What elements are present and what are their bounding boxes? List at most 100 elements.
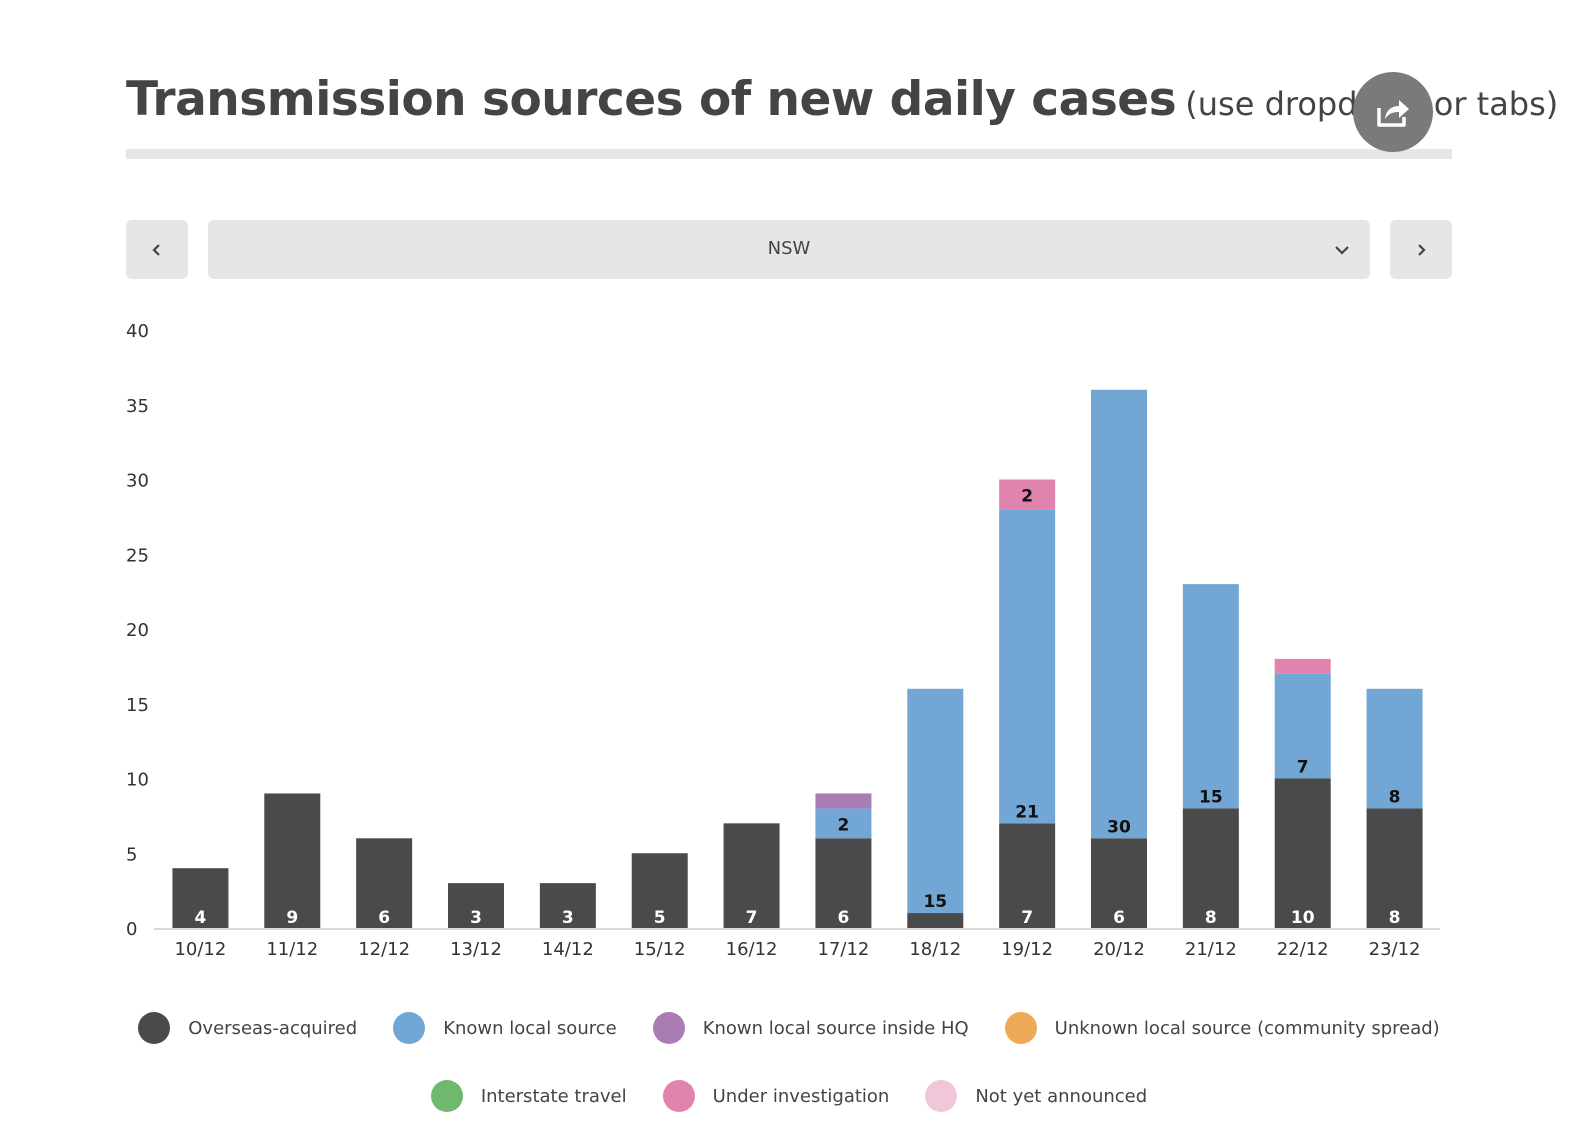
- data-label: 8: [1389, 908, 1401, 928]
- y-tick-label: 30: [126, 471, 149, 492]
- legend-item[interactable]: Known local source inside HQ: [652, 1012, 969, 1044]
- legend-item[interactable]: Under investigation: [662, 1080, 890, 1112]
- legend-item[interactable]: Overseas-acquired: [138, 1012, 357, 1044]
- x-tick-label: 21/12: [1185, 939, 1237, 960]
- x-tick-label: 23/12: [1369, 939, 1421, 960]
- data-label: 6: [1113, 908, 1125, 928]
- bar-segment[interactable]: [1182, 584, 1239, 809]
- title-underline: [126, 149, 1452, 159]
- share-icon: [1377, 100, 1409, 127]
- legend-row: Overseas-acquired Known local source Known…: [0, 1000, 1578, 1056]
- data-label: 4: [195, 908, 207, 928]
- legend-swatch: [652, 1012, 685, 1044]
- stacked-bar-chart: 0510152025303540410/12911/12612/12313/12…: [126, 321, 1440, 960]
- bar-segment[interactable]: [815, 808, 872, 839]
- data-label: 3: [470, 908, 482, 928]
- bar-segment[interactable]: [1366, 688, 1423, 809]
- chart-legend: Overseas-acquired Known local source Known…: [0, 1000, 1578, 1136]
- bar-segment[interactable]: [1274, 673, 1331, 779]
- data-label: 10: [1291, 908, 1315, 928]
- x-tick-label: 19/12: [1001, 939, 1053, 960]
- data-label: 2: [838, 815, 850, 835]
- chart-header: Transmission sources of new daily cases …: [126, 62, 1558, 162]
- region-dropdown[interactable]: NSW: [208, 220, 1370, 279]
- bar-segment[interactable]: [1274, 778, 1331, 929]
- legend-label: Known local source: [443, 1017, 617, 1039]
- data-label: 5: [654, 908, 666, 928]
- data-label: 2: [1021, 486, 1033, 506]
- y-tick-label: 35: [126, 396, 149, 417]
- data-label: 9: [286, 908, 298, 928]
- data-label: 21: [1015, 802, 1039, 822]
- bar-segment[interactable]: [1091, 389, 1147, 839]
- y-tick-label: 20: [126, 620, 149, 641]
- bar-segment[interactable]: [1274, 658, 1331, 674]
- share-button[interactable]: [1353, 72, 1433, 152]
- legend-swatch: [393, 1012, 426, 1044]
- legend-label: Under investigation: [712, 1085, 890, 1107]
- bar-segment[interactable]: [999, 479, 1056, 510]
- legend-item[interactable]: Known local source: [393, 1012, 617, 1044]
- bar-segment[interactable]: [999, 509, 1056, 824]
- bar-segment[interactable]: [631, 853, 688, 928]
- bar-segment[interactable]: [1091, 838, 1147, 928]
- data-label: 7: [1297, 758, 1309, 778]
- x-tick-label: 16/12: [726, 939, 778, 960]
- bar-segment[interactable]: [448, 883, 504, 928]
- x-tick-label: 17/12: [817, 939, 869, 960]
- y-tick-label: 15: [126, 695, 149, 716]
- y-tick-label: 0: [126, 919, 137, 940]
- bar-segment[interactable]: [172, 868, 229, 928]
- x-tick-label: 18/12: [909, 939, 961, 960]
- chevron-down-icon: [1335, 246, 1349, 255]
- bar-segment[interactable]: [723, 823, 780, 928]
- title-main: Transmission sources of new daily cases: [126, 72, 1177, 127]
- legend-label: Unknown local source (community spread): [1054, 1017, 1440, 1039]
- legend-swatch: [662, 1080, 695, 1112]
- legend-swatch: [1004, 1012, 1037, 1044]
- bar-segment[interactable]: [539, 883, 596, 928]
- legend-item[interactable]: Not yet announced: [925, 1080, 1147, 1112]
- y-tick-label: 5: [126, 844, 137, 865]
- legend-label: Known local source inside HQ: [702, 1017, 969, 1039]
- bar-segment[interactable]: [907, 913, 964, 928]
- legend-swatch: [138, 1012, 171, 1044]
- chevron-left-icon: [152, 244, 160, 256]
- legend-row: Interstate travel Under investigation Not …: [0, 1068, 1578, 1124]
- data-label: 3: [562, 908, 574, 928]
- y-tick-label: 40: [126, 321, 149, 342]
- data-label: 30: [1107, 817, 1131, 837]
- chevron-right-icon: [1418, 244, 1426, 256]
- data-label: 6: [838, 908, 850, 928]
- x-tick-label: 20/12: [1093, 939, 1145, 960]
- data-label: 6: [378, 908, 390, 928]
- legend-swatch: [925, 1080, 958, 1112]
- previous-region-button[interactable]: [126, 220, 188, 279]
- y-tick-label: 25: [126, 545, 149, 566]
- legend-label: Overseas-acquired: [188, 1017, 358, 1039]
- bar-segment[interactable]: [907, 688, 964, 914]
- y-tick-label: 10: [126, 770, 149, 791]
- bar-segment[interactable]: [356, 838, 413, 928]
- data-label: 8: [1205, 908, 1217, 928]
- bar-segment[interactable]: [999, 823, 1056, 928]
- bar-segment[interactable]: [815, 838, 872, 928]
- legend-item[interactable]: Unknown local source (community spread): [1004, 1012, 1440, 1044]
- page-title: Transmission sources of new daily cases …: [126, 72, 1558, 127]
- bar-segment[interactable]: [1366, 808, 1423, 928]
- x-tick-label: 15/12: [634, 939, 686, 960]
- legend-item[interactable]: Interstate travel: [430, 1080, 627, 1112]
- x-tick-label: 22/12: [1277, 939, 1329, 960]
- bar-segment[interactable]: [1182, 808, 1239, 928]
- x-tick-label: 11/12: [266, 939, 318, 960]
- x-tick-label: 13/12: [450, 939, 502, 960]
- legend-label: Interstate travel: [480, 1085, 627, 1107]
- data-label: 7: [746, 908, 758, 928]
- x-tick-label: 12/12: [358, 939, 410, 960]
- bar-segment[interactable]: [815, 793, 872, 809]
- bar-segment[interactable]: [264, 793, 321, 928]
- x-tick-label: 14/12: [542, 939, 594, 960]
- legend-swatch: [430, 1080, 463, 1112]
- data-label: 8: [1389, 787, 1401, 807]
- next-region-button[interactable]: [1390, 220, 1452, 279]
